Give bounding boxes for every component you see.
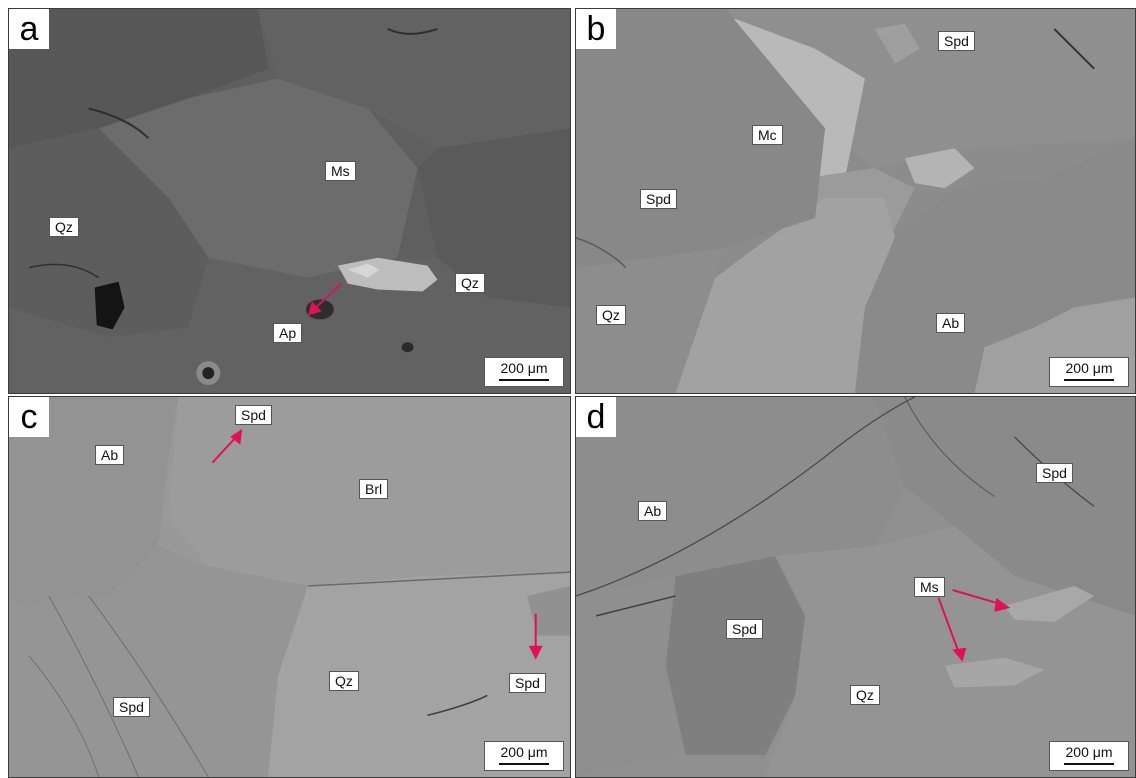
panel-d-bse-image [576, 397, 1135, 777]
panel-letter-d: d [576, 397, 616, 437]
label-spd-top: Spd [235, 405, 272, 425]
scale-bar-b-text: 200 μm [1065, 360, 1113, 376]
label-spd-bottom-left: Spd [113, 697, 150, 717]
label-ab: Ab [95, 445, 125, 465]
label-spd-center: Spd [726, 619, 763, 639]
panel-letter-b: b [576, 9, 616, 49]
scale-bar-a-text: 200 μm [500, 360, 548, 376]
label-ab: Ab [638, 501, 668, 521]
label-qz: Qz [329, 671, 359, 691]
label-ab: Ab [936, 313, 966, 333]
scale-bar-a-line [499, 379, 549, 381]
scale-bar-d-text: 200 μm [1065, 744, 1113, 760]
label-qz: Qz [850, 685, 880, 705]
panel-d: d Ab Spd Ms Spd Qz 200 μm [575, 396, 1136, 778]
panel-c-bse-image [9, 397, 570, 777]
panel-a: a Qz Ms Qz Ap 200 μm [8, 8, 571, 394]
scale-bar-c: 200 μm [484, 741, 564, 771]
label-mc: Mc [752, 125, 783, 145]
scale-bar-d: 200 μm [1049, 741, 1129, 771]
scale-bar-c-line [499, 763, 549, 765]
label-spd-top: Spd [1036, 463, 1073, 483]
label-qz-left: Qz [49, 217, 79, 237]
label-ap: Ap [273, 323, 303, 343]
scale-bar-a: 200 μm [484, 357, 564, 387]
panel-c: c Ab Spd Brl Spd Qz Spd 200 μm [8, 396, 571, 778]
label-qz-right: Qz [455, 273, 485, 293]
scale-bar-b: 200 μm [1049, 357, 1129, 387]
label-spd-right: Spd [509, 673, 546, 693]
panel-b: b Spd Mc Spd Qz Ab 200 μm [575, 8, 1136, 394]
panel-b-bse-image [576, 9, 1135, 393]
label-qz: Qz [596, 305, 626, 325]
panel-letter-c: c [9, 397, 49, 437]
panel-letter-a: a [9, 9, 49, 49]
scale-bar-d-line [1064, 763, 1114, 765]
label-ms: Ms [325, 161, 356, 181]
label-brl: Brl [359, 479, 389, 499]
label-spd-top: Spd [938, 31, 975, 51]
scale-bar-b-line [1064, 379, 1114, 381]
label-spd-left: Spd [640, 189, 677, 209]
label-ms: Ms [914, 577, 945, 597]
scale-bar-c-text: 200 μm [500, 744, 548, 760]
